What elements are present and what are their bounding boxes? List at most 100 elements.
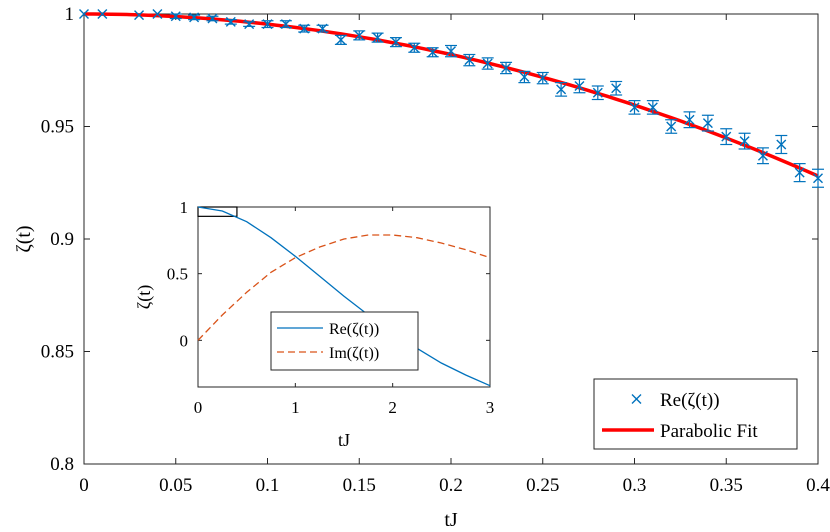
x-marker bbox=[794, 167, 805, 178]
main-x-tick-label: 0.3 bbox=[623, 475, 647, 496]
data-point bbox=[701, 114, 714, 132]
data-point bbox=[79, 9, 89, 19]
x-marker bbox=[446, 46, 456, 57]
main-y-tick-label: 0.9 bbox=[50, 229, 74, 250]
x-marker bbox=[427, 47, 438, 58]
data-point bbox=[463, 53, 476, 67]
data-point bbox=[188, 12, 201, 23]
x-marker bbox=[702, 118, 713, 129]
x-marker bbox=[482, 58, 493, 69]
main-x-tick-label: 0.25 bbox=[526, 475, 559, 496]
x-marker bbox=[592, 87, 603, 98]
main-x-tick-label: 0 bbox=[79, 475, 89, 496]
x-marker bbox=[262, 19, 273, 30]
main-axes: 0 0.05 0.1 0.15 0.2 0.25 0.3 0.35 0.4 0.8 0.85 0.9 0… bbox=[41, 4, 830, 496]
data-point bbox=[536, 71, 549, 85]
data-point bbox=[243, 19, 256, 30]
x-marker bbox=[244, 19, 255, 30]
x-marker bbox=[464, 55, 475, 66]
x-marker bbox=[666, 121, 677, 132]
x-marker bbox=[354, 30, 365, 41]
inset-x-tick-label: 3 bbox=[486, 398, 495, 417]
inset-legend-label-im: Im(ζ(t)) bbox=[329, 345, 379, 362]
x-marker bbox=[519, 72, 530, 82]
x-marker bbox=[501, 63, 512, 73]
main-series-layer bbox=[79, 9, 824, 188]
x-marker bbox=[152, 9, 163, 19]
x-marker bbox=[79, 9, 89, 19]
main-x-axis-label: tJ bbox=[444, 509, 458, 531]
data-point bbox=[389, 37, 402, 48]
x-marker bbox=[537, 73, 548, 84]
data-point bbox=[279, 19, 292, 30]
data-point bbox=[316, 23, 329, 34]
data-point bbox=[298, 23, 311, 34]
x-marker bbox=[280, 19, 291, 30]
data-point bbox=[518, 70, 531, 84]
inset-legend-box bbox=[270, 311, 419, 371]
main-x-tick-label: 0.1 bbox=[256, 475, 280, 496]
data-point bbox=[793, 163, 806, 183]
data-point bbox=[812, 168, 824, 188]
inset-legend-label-re: Re(ζ(t)) bbox=[329, 321, 379, 338]
x-marker bbox=[207, 13, 218, 24]
inset-series-layer bbox=[197, 206, 491, 387]
data-point bbox=[591, 85, 604, 101]
main-x-tick-label: 0.2 bbox=[439, 475, 463, 496]
data-point bbox=[206, 13, 219, 24]
inset-legend: Re(ζ(t)) Im(ζ(t)) bbox=[270, 311, 419, 371]
main-x-tick-label: 0.35 bbox=[710, 475, 743, 496]
main-y-tick-label: 0.95 bbox=[41, 117, 74, 138]
main-legend: Re(ζ(t)) Parabolic Fit bbox=[593, 378, 798, 450]
inset-y-tick-label: 1 bbox=[180, 198, 189, 217]
inset-re-line bbox=[197, 206, 491, 387]
x-marker bbox=[225, 16, 236, 27]
x-marker bbox=[647, 102, 658, 113]
x-marker bbox=[574, 81, 585, 91]
data-point bbox=[134, 10, 145, 21]
data-point bbox=[756, 147, 769, 165]
x-marker bbox=[134, 10, 145, 21]
data-point bbox=[683, 111, 696, 129]
x-marker bbox=[721, 131, 732, 142]
data-point bbox=[152, 9, 163, 19]
inset-y-axis-label: ζ(t) bbox=[134, 285, 155, 309]
data-point bbox=[665, 119, 678, 134]
inset-y-tick-label: 0 bbox=[180, 331, 189, 350]
data-point bbox=[646, 100, 659, 115]
data-point bbox=[353, 30, 366, 41]
x-marker bbox=[97, 9, 108, 19]
x-marker bbox=[189, 12, 200, 23]
x-marker bbox=[409, 42, 420, 53]
main-x-tick-label: 0.05 bbox=[159, 475, 192, 496]
data-point bbox=[738, 132, 751, 150]
inset-im-line bbox=[197, 234, 491, 341]
inset-y-tick-label: 0.5 bbox=[167, 265, 188, 284]
inset-x-tick-label: 1 bbox=[291, 398, 300, 417]
x-marker bbox=[556, 84, 567, 95]
x-marker bbox=[317, 23, 328, 34]
inset-axes: 0 1 2 3 0 0.5 1 bbox=[167, 198, 495, 417]
data-point bbox=[481, 57, 494, 70]
data-point bbox=[445, 44, 457, 58]
data-point bbox=[408, 42, 421, 53]
main-y-tick-label: 0.85 bbox=[41, 342, 74, 363]
x-marker bbox=[335, 34, 346, 45]
x-marker bbox=[390, 37, 401, 48]
x-marker bbox=[372, 32, 383, 43]
main-y-tick-label: 0.8 bbox=[50, 454, 74, 475]
data-point bbox=[628, 100, 641, 115]
data-point bbox=[426, 47, 439, 58]
main-y-tick-label: 1 bbox=[65, 4, 75, 25]
data-point bbox=[224, 16, 237, 27]
data-point bbox=[555, 82, 568, 97]
main-x-tick-label: 0.4 bbox=[806, 475, 830, 496]
data-point bbox=[261, 19, 274, 30]
inset-axes-box bbox=[197, 206, 491, 388]
x-marker bbox=[611, 83, 622, 94]
main-legend-box bbox=[593, 378, 798, 450]
main-y-axis-label: ζ(t) bbox=[13, 225, 35, 252]
fit-line bbox=[84, 12, 819, 178]
data-point bbox=[334, 34, 347, 45]
